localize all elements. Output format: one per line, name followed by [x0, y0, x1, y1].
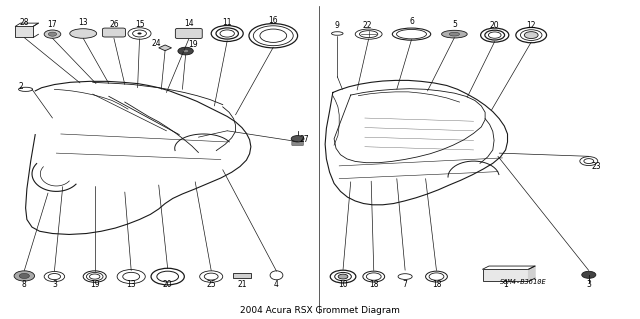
Text: 10: 10 [338, 280, 348, 289]
Circle shape [582, 271, 596, 278]
Text: 18: 18 [369, 280, 378, 289]
Text: 18: 18 [432, 280, 441, 289]
Text: 1: 1 [503, 280, 508, 289]
Text: 21: 21 [237, 280, 246, 289]
Text: 23: 23 [591, 162, 602, 171]
FancyBboxPatch shape [175, 28, 202, 39]
Text: 9: 9 [335, 21, 340, 30]
Circle shape [291, 136, 304, 142]
Text: 13: 13 [126, 280, 136, 289]
Text: 25: 25 [206, 280, 216, 289]
FancyBboxPatch shape [233, 273, 251, 278]
Ellipse shape [70, 29, 97, 38]
Text: 26: 26 [109, 20, 119, 29]
Ellipse shape [270, 271, 283, 280]
Text: 20: 20 [490, 21, 500, 30]
Text: 6: 6 [409, 17, 414, 26]
Circle shape [524, 32, 538, 39]
Circle shape [178, 47, 193, 55]
Text: 4: 4 [274, 280, 279, 289]
Circle shape [138, 33, 141, 34]
Text: 28: 28 [20, 18, 29, 27]
Text: 12: 12 [527, 21, 536, 30]
Circle shape [488, 32, 501, 38]
Circle shape [182, 49, 189, 53]
Polygon shape [159, 45, 172, 51]
Text: 11: 11 [223, 19, 232, 27]
Polygon shape [529, 266, 535, 281]
Text: 13: 13 [78, 19, 88, 27]
FancyBboxPatch shape [15, 26, 33, 37]
Text: 2004 Acura RSX Grommet Diagram: 2004 Acura RSX Grommet Diagram [240, 306, 400, 315]
Ellipse shape [398, 274, 412, 279]
Text: 15: 15 [134, 20, 145, 29]
FancyBboxPatch shape [102, 28, 125, 37]
Ellipse shape [19, 87, 33, 92]
Text: S6M4-B3610E: S6M4-B3610E [500, 279, 547, 285]
Text: 19: 19 [90, 280, 100, 289]
FancyBboxPatch shape [483, 269, 529, 281]
Text: 7: 7 [403, 280, 408, 289]
Text: 20: 20 [163, 280, 173, 289]
Circle shape [220, 30, 234, 37]
Circle shape [14, 271, 35, 281]
Text: 22: 22 [363, 21, 372, 30]
Text: 3: 3 [586, 280, 591, 289]
Text: 27: 27 [299, 135, 309, 144]
Text: 17: 17 [47, 20, 58, 29]
Text: 19: 19 [188, 40, 198, 48]
Ellipse shape [449, 32, 460, 36]
Text: 24: 24 [151, 39, 161, 48]
Circle shape [19, 273, 29, 278]
Text: 3: 3 [52, 280, 57, 289]
Text: 8: 8 [22, 280, 27, 289]
Ellipse shape [442, 30, 467, 38]
Text: 16: 16 [268, 16, 278, 25]
Text: 2: 2 [18, 82, 23, 91]
Circle shape [338, 274, 348, 279]
Ellipse shape [332, 32, 343, 35]
Text: 14: 14 [184, 19, 194, 28]
Text: 5: 5 [452, 20, 457, 29]
Circle shape [49, 32, 57, 36]
FancyBboxPatch shape [292, 141, 303, 145]
Circle shape [44, 30, 61, 38]
Circle shape [260, 29, 287, 42]
